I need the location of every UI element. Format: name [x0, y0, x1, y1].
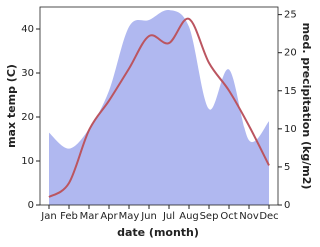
- x-tick-label: Jul: [162, 211, 175, 222]
- x-tick-label: Sep: [200, 211, 219, 222]
- x-axis-label: date (month): [117, 226, 199, 239]
- plot-frame: [39, 6, 279, 206]
- temp-line: [48, 17, 270, 198]
- x-tick-label: Feb: [60, 211, 78, 222]
- y2-tick-label: 5: [284, 162, 290, 173]
- x-tick-label: Oct: [220, 211, 237, 222]
- y-tick-label: 40: [21, 24, 34, 35]
- y2-axis-label: med. precipitation (kg/m2): [300, 23, 313, 190]
- y-tick-label: 0: [28, 200, 34, 211]
- y2-tick-label: 10: [284, 124, 297, 135]
- x-tick-label: Nov: [239, 211, 259, 222]
- x-tick-label: May: [119, 211, 140, 222]
- y2-tick-label: 0: [284, 200, 290, 211]
- x-tick-label: Apr: [100, 211, 118, 222]
- precip-area: [49, 9, 269, 205]
- x-tick-label: Mar: [80, 211, 100, 222]
- x-tick-label: Aug: [179, 211, 199, 222]
- y2-tick-label: 20: [284, 48, 297, 59]
- y2-tick-label: 25: [284, 10, 297, 21]
- x-tick-label: Jan: [40, 211, 56, 222]
- chart: date (month) max temp (C) med. precipita…: [5, 6, 313, 239]
- y-axis-label: max temp (C): [5, 64, 18, 148]
- y-tick-label: 10: [21, 156, 34, 167]
- x-tick-label: Jun: [140, 211, 157, 222]
- y-tick-label: 30: [21, 68, 34, 79]
- x-tick-label: Dec: [259, 211, 278, 222]
- y-tick-label: 20: [21, 112, 34, 123]
- y2-tick-label: 15: [284, 86, 297, 97]
